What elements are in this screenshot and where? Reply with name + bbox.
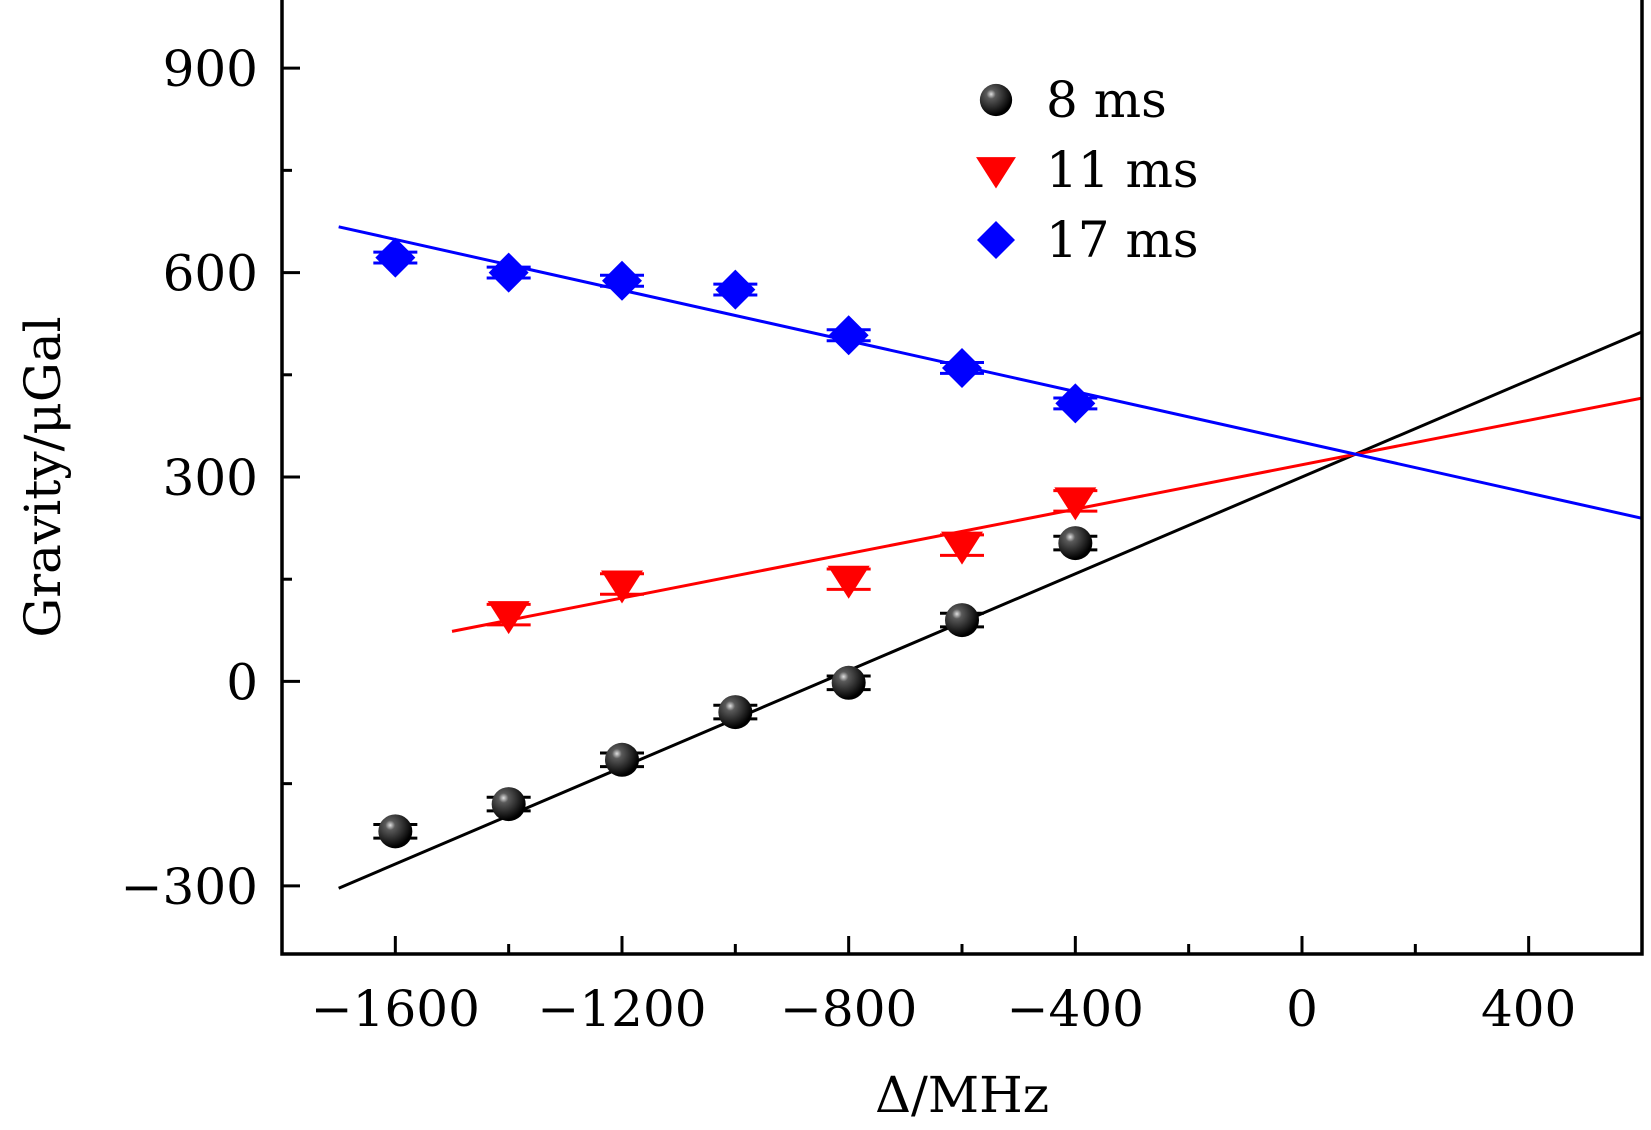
x-tick-label: 400 xyxy=(1481,980,1576,1038)
fit-line xyxy=(338,225,1642,520)
data-point xyxy=(488,252,529,293)
fit-line xyxy=(451,396,1642,633)
y-axis-title: Gravity/μGal xyxy=(14,316,72,637)
data-point xyxy=(378,814,413,849)
data-point xyxy=(718,695,753,730)
axis-ticks: −1600 −1200 −800 −400 0 400 −300 0 300 600 900 xyxy=(121,40,1577,1038)
x-tick-label: −1600 xyxy=(311,980,480,1038)
data-point xyxy=(605,742,639,777)
legend: 8 ms 11 ms 17 ms xyxy=(976,71,1199,269)
data-point xyxy=(1058,526,1093,561)
data-point xyxy=(715,269,756,310)
data-point xyxy=(942,347,982,388)
data-point xyxy=(602,260,642,301)
x-tick-label: −1200 xyxy=(537,980,706,1038)
data-series xyxy=(373,237,1098,849)
y-tick-label: 300 xyxy=(163,449,258,507)
legend-marker xyxy=(977,221,1015,259)
data-point xyxy=(941,531,983,565)
y-tick-label: 600 xyxy=(163,245,258,303)
data-point xyxy=(1055,383,1096,424)
data-point xyxy=(375,237,416,278)
data-point xyxy=(828,315,869,356)
y-tick-label: −300 xyxy=(121,858,258,916)
x-tick-label: 0 xyxy=(1286,980,1318,1038)
data-point xyxy=(491,787,526,822)
fit-lines xyxy=(338,225,1642,890)
data-point xyxy=(945,603,979,638)
data-point xyxy=(1054,487,1097,521)
fit-line xyxy=(338,330,1642,890)
data-point xyxy=(601,570,643,604)
legend-marker xyxy=(976,157,1016,189)
data-point xyxy=(831,665,866,700)
legend-marker xyxy=(979,83,1013,117)
data-point xyxy=(487,601,530,635)
x-tick-label: −800 xyxy=(780,980,917,1038)
x-tick-label: −400 xyxy=(1007,980,1144,1038)
y-tick-label: 900 xyxy=(163,40,258,98)
x-axis-title: Δ/MHz xyxy=(875,1066,1049,1124)
data-point xyxy=(827,565,870,599)
legend-label: 8 ms xyxy=(1046,71,1167,129)
legend-label: 17 ms xyxy=(1046,211,1199,269)
plot-frame xyxy=(280,0,1644,956)
legend-label: 11 ms xyxy=(1046,141,1199,199)
y-tick-label: 0 xyxy=(226,653,258,711)
